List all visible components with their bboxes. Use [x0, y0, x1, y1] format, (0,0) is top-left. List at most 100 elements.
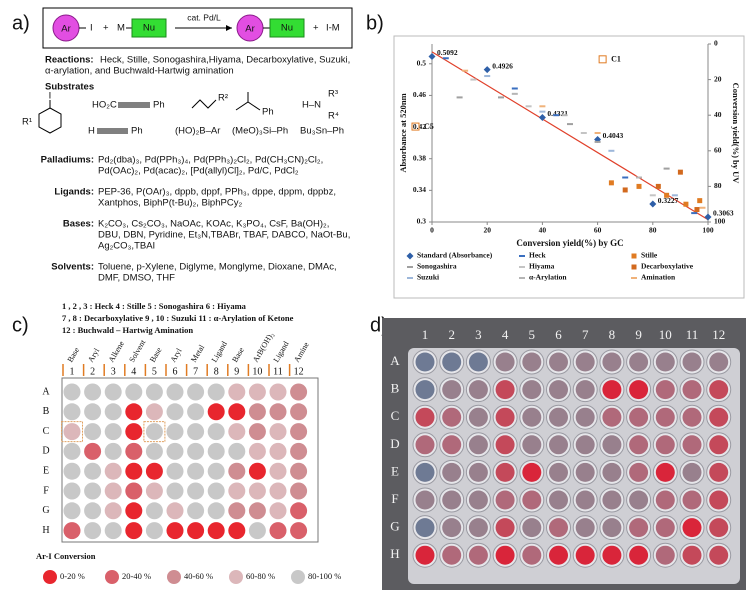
row-letter: B — [391, 381, 400, 396]
well — [522, 380, 542, 400]
well — [290, 522, 308, 540]
well — [166, 462, 184, 480]
reagent-label: Base — [66, 346, 82, 364]
point — [594, 132, 601, 134]
well — [468, 490, 488, 510]
well — [228, 403, 246, 421]
column-number: 4 — [131, 366, 136, 377]
well — [248, 462, 266, 480]
well — [145, 423, 163, 441]
substrate-text: I — [49, 91, 52, 102]
well — [442, 462, 462, 482]
well — [442, 352, 462, 372]
well — [549, 352, 568, 372]
well — [125, 442, 143, 460]
substrate-text: (MeO)₃Si–Ph — [232, 126, 288, 137]
point — [649, 194, 656, 197]
well — [682, 352, 702, 372]
well — [495, 545, 515, 565]
panel-label: b) — [366, 12, 384, 34]
well — [629, 518, 649, 538]
well — [207, 502, 225, 520]
column-number: 12 — [294, 366, 304, 377]
well — [269, 383, 287, 401]
well — [84, 522, 102, 540]
well — [269, 502, 287, 520]
well — [522, 490, 542, 510]
y2-tick-label: 80 — [714, 181, 722, 190]
column-number: 11 — [686, 327, 699, 342]
point — [663, 167, 670, 170]
x-axis-label: Conversion yield(%) by GC — [516, 238, 623, 248]
well — [549, 545, 568, 565]
well — [269, 442, 287, 460]
well — [207, 403, 225, 421]
well — [248, 403, 266, 421]
legend-label: Suzuki — [417, 273, 439, 282]
point — [538, 113, 546, 121]
legend-label: α-Arylation — [529, 273, 567, 282]
well — [442, 545, 462, 565]
reagent-label: Metal — [189, 343, 207, 364]
annotation: C5 — [424, 122, 434, 131]
data-label: 0.5092 — [437, 48, 458, 57]
row-letter: F — [43, 485, 49, 496]
y2-tick-label: 20 — [714, 74, 722, 83]
row-letter: G — [390, 519, 399, 534]
condition-text: DMF, DMSO, THF — [98, 273, 175, 284]
plus: + — [313, 23, 319, 34]
column-number: 8 — [609, 327, 616, 342]
well — [522, 435, 542, 455]
iodine: I — [90, 23, 93, 34]
well — [228, 502, 246, 520]
ketone — [235, 101, 261, 111]
well — [549, 462, 568, 482]
well — [682, 407, 702, 427]
well — [415, 462, 435, 482]
well — [415, 518, 435, 538]
condition-label: Bases: — [63, 219, 94, 230]
metal: M — [117, 23, 125, 34]
point — [483, 66, 491, 74]
well — [166, 482, 184, 500]
row-letter: C — [391, 408, 400, 423]
condition-label: Palladiums: — [41, 155, 94, 166]
point — [697, 198, 703, 204]
well — [228, 442, 246, 460]
point — [694, 207, 700, 213]
well — [228, 522, 246, 540]
well — [602, 518, 622, 538]
well — [290, 502, 308, 520]
well — [187, 442, 205, 460]
column-number: 9 — [635, 327, 642, 342]
well — [442, 380, 462, 400]
well — [495, 462, 515, 482]
well — [166, 522, 184, 540]
point — [462, 69, 469, 72]
column-number: 11 — [273, 366, 283, 377]
row-letter: E — [43, 465, 49, 476]
well — [495, 352, 515, 372]
reagent-label: Ligand — [210, 340, 229, 364]
row-letter: C — [43, 426, 50, 437]
plus: + — [103, 23, 109, 34]
well — [629, 462, 649, 482]
well — [248, 522, 266, 540]
well — [468, 545, 488, 565]
legend-label: 40-60 % — [184, 571, 213, 581]
well — [709, 407, 729, 427]
y2-tick-label: 60 — [714, 146, 722, 155]
row-letter: A — [42, 386, 50, 397]
point — [671, 194, 678, 197]
well — [207, 482, 225, 500]
well — [709, 380, 729, 400]
data-label: 0.4321 — [547, 109, 568, 118]
condition-text: DBU, DBN, Pyridine, Et₃N,TBABr, TBAF, DA… — [98, 230, 350, 241]
legend-label: 80-100 % — [308, 571, 341, 581]
well — [207, 462, 225, 480]
benzene — [38, 107, 62, 134]
y-tick-label: 0.38 — [413, 153, 426, 162]
data-label: 0.4043 — [603, 131, 624, 140]
point — [704, 213, 712, 221]
well — [709, 462, 729, 482]
